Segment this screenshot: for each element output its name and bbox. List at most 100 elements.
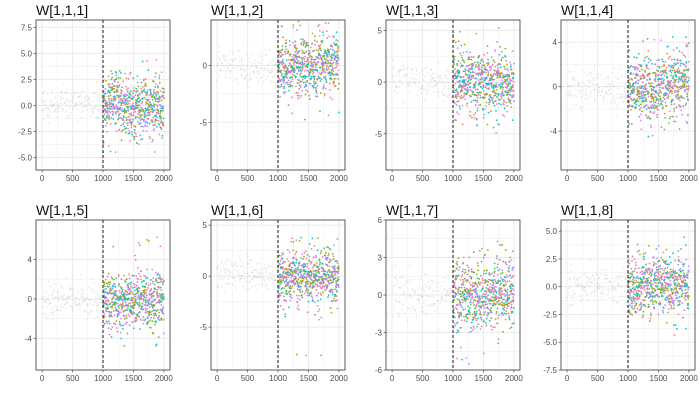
data-point	[118, 304, 121, 307]
data-point	[252, 54, 255, 57]
data-point	[150, 93, 153, 96]
data-point	[152, 88, 155, 91]
data-point	[57, 116, 59, 119]
data-point	[491, 91, 494, 94]
data-point	[635, 74, 637, 77]
data-point	[158, 100, 161, 102]
data-point	[637, 100, 640, 103]
data-point	[292, 280, 295, 283]
data-point	[130, 114, 133, 117]
data-point	[673, 69, 676, 72]
data-point	[324, 251, 327, 254]
data-point	[98, 295, 101, 297]
data-point	[160, 71, 163, 74]
data-point	[157, 93, 159, 95]
data-point	[41, 109, 44, 112]
data-point	[54, 107, 57, 110]
data-point	[88, 302, 91, 304]
data-point	[108, 97, 110, 100]
data-point	[326, 37, 329, 39]
data-point	[319, 285, 321, 288]
data-point	[289, 290, 292, 292]
x-tick-label: 1000	[94, 374, 112, 383]
data-point	[132, 313, 134, 316]
data-point	[132, 102, 134, 105]
data-point	[625, 100, 628, 103]
data-point	[634, 82, 637, 84]
data-point	[665, 105, 668, 107]
data-point	[591, 76, 594, 79]
data-point	[237, 272, 240, 275]
data-point	[303, 269, 306, 271]
data-point	[506, 104, 508, 107]
data-point	[501, 72, 504, 75]
data-point	[284, 313, 287, 316]
data-point	[668, 110, 671, 112]
data-point	[668, 87, 671, 90]
data-point	[581, 85, 584, 88]
data-point	[245, 75, 248, 77]
data-point	[259, 62, 261, 65]
data-point	[82, 296, 84, 298]
data-point	[458, 75, 460, 78]
data-point	[97, 94, 99, 96]
data-point	[686, 122, 689, 124]
data-point	[605, 92, 608, 94]
data-point	[461, 123, 464, 126]
data-point	[140, 90, 143, 93]
data-point	[45, 316, 47, 318]
data-point	[105, 102, 108, 105]
data-point	[330, 69, 333, 71]
data-point	[54, 102, 56, 105]
data-point	[313, 78, 316, 81]
data-point	[219, 271, 221, 274]
data-point	[632, 82, 635, 85]
data-point	[291, 285, 294, 288]
data-point	[313, 75, 315, 78]
data-point	[246, 79, 249, 82]
data-point	[605, 91, 608, 94]
data-point	[403, 69, 406, 71]
data-point	[153, 309, 156, 312]
data-point	[57, 296, 59, 299]
data-point	[257, 69, 260, 72]
data-point	[622, 101, 624, 104]
data-point	[686, 114, 689, 116]
data-point	[89, 115, 92, 118]
data-point	[229, 271, 232, 274]
data-point	[291, 41, 294, 44]
data-point	[507, 89, 509, 92]
data-point	[467, 89, 470, 92]
data-point	[678, 69, 681, 72]
data-point	[157, 336, 160, 338]
data-point	[239, 260, 242, 263]
data-point	[456, 47, 459, 49]
data-point	[477, 56, 479, 59]
data-point	[131, 274, 134, 277]
data-point	[486, 64, 489, 67]
data-point	[410, 67, 413, 70]
data-point	[157, 277, 160, 280]
data-point	[145, 291, 148, 294]
data-point	[150, 106, 152, 109]
data-point	[438, 76, 440, 79]
data-point	[289, 274, 292, 276]
data-point	[117, 102, 120, 104]
data-point	[141, 285, 144, 288]
data-point	[154, 95, 157, 97]
data-point	[636, 66, 638, 69]
data-point	[648, 72, 651, 75]
data-point	[53, 104, 55, 107]
data-point	[666, 83, 669, 86]
data-point	[454, 67, 456, 70]
data-point	[269, 266, 271, 269]
data-point	[57, 106, 60, 109]
data-point	[219, 277, 222, 279]
data-point	[120, 286, 123, 289]
data-point	[674, 71, 677, 73]
data-point	[601, 104, 604, 106]
data-point	[645, 100, 647, 103]
data-point	[571, 77, 574, 80]
data-point	[136, 106, 139, 109]
data-point	[75, 297, 78, 299]
